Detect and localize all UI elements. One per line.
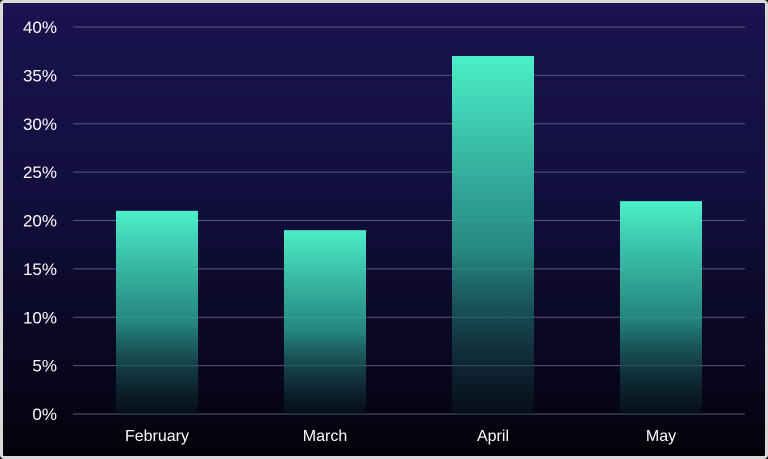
y-tick-label: 40%	[23, 18, 57, 37]
bars	[116, 56, 702, 415]
y-axis-tick-labels: 0% 5% 10% 15% 20% 25% 30% 35% 40%	[23, 18, 57, 424]
bar-march	[284, 230, 366, 414]
x-category-label: April	[477, 428, 509, 445]
y-tick-label: 5%	[32, 357, 57, 376]
bar-may	[620, 201, 702, 414]
x-category-label: March	[303, 428, 347, 445]
y-tick-label: 30%	[23, 115, 57, 134]
bar-april	[452, 56, 534, 415]
y-tick-label: 0%	[32, 405, 57, 424]
y-tick-label: 35%	[23, 66, 57, 85]
x-category-label: February	[125, 428, 189, 445]
y-tick-label: 20%	[23, 212, 57, 231]
y-tick-label: 15%	[23, 260, 57, 279]
bar-february	[116, 210, 198, 414]
x-category-label: May	[646, 428, 676, 445]
y-tick-label: 25%	[23, 163, 57, 182]
bar-chart: 0% 5% 10% 15% 20% 25% 30% 35% 40% February March A…	[23, 18, 745, 445]
y-tick-label: 10%	[23, 308, 57, 327]
x-axis-category-labels: February March April May	[125, 428, 676, 445]
